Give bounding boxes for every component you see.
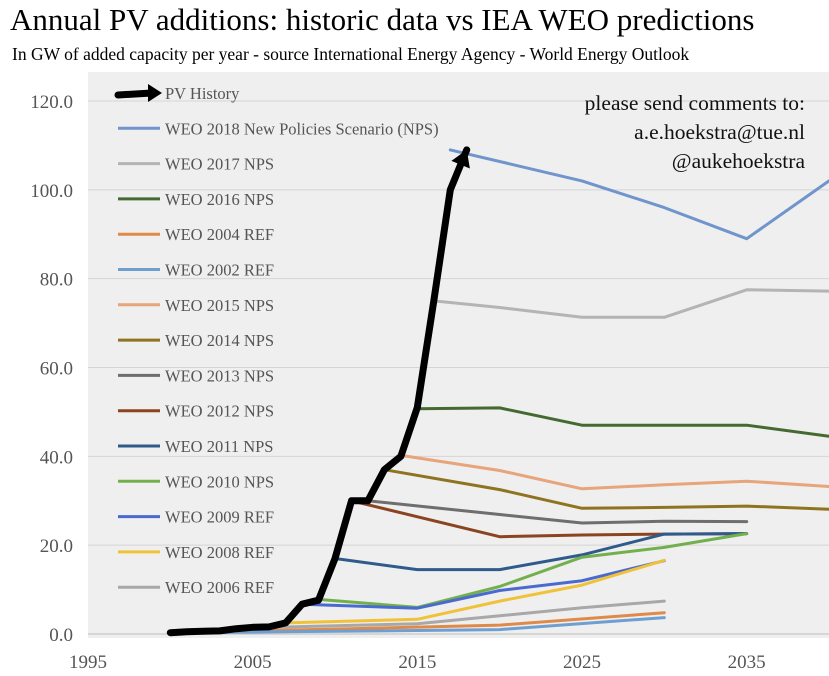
- chart-legend: PV History WEO 2018 New Policies Scenario…: [114, 84, 439, 597]
- x-tick-label: 2015: [398, 652, 436, 673]
- annotation-line: a.e.hoekstra@tue.nl: [634, 120, 805, 144]
- series-line: [317, 532, 749, 609]
- y-tick-label: 120.0: [30, 92, 73, 113]
- page-title: Annual PV additions: historic data vs IE…: [10, 2, 755, 37]
- legend-label: WEO 2011 NPS: [165, 437, 273, 456]
- legend-label: WEO 2013 NPS: [165, 366, 274, 385]
- y-axis-tick-labels: 0.0 20.0 40.0 60.0 80.0 100.0 120.0: [30, 92, 73, 646]
- legend-swatch-pv-history: [114, 89, 156, 99]
- series-line: [284, 558, 666, 625]
- series-line: [399, 453, 829, 491]
- legend-label: WEO 2009 REF: [165, 508, 274, 527]
- pv-additions-chart: 0.0 20.0 40.0 60.0 80.0 100.0 120.0 1995 2005 20…: [30, 72, 829, 673]
- legend-label: WEO 2006 REF: [165, 578, 274, 597]
- y-tick-label: 100.0: [30, 181, 73, 202]
- pv-history-line: [166, 146, 471, 637]
- pv-history-arrowhead: [451, 149, 470, 169]
- y-tick-label: 80.0: [40, 270, 73, 291]
- series-lines: [166, 146, 829, 637]
- series-line: [300, 559, 666, 610]
- legend-swatch-arrowhead: [148, 84, 162, 102]
- legend-label: WEO 2010 NPS: [165, 472, 274, 491]
- series-line: [448, 148, 829, 241]
- x-tick-label: 2005: [234, 652, 272, 673]
- legend-label: WEO 2014 NPS: [165, 331, 274, 350]
- y-tick-label: 20.0: [40, 536, 73, 557]
- y-tick-label: 40.0: [40, 447, 73, 468]
- series-line: [251, 599, 666, 630]
- series-line: [333, 532, 749, 572]
- legend-label: WEO 2016 NPS: [165, 190, 274, 209]
- annotation-line: please send comments to:: [585, 91, 805, 115]
- series-line: [382, 468, 829, 511]
- legend-label: WEO 2017 NPS: [165, 155, 274, 174]
- legend-label: WEO 2015 NPS: [165, 296, 274, 315]
- series-line: [168, 616, 666, 635]
- comments-annotation: please send comments to: a.e.hoekstra@tue…: [585, 91, 806, 173]
- series-line: [415, 406, 829, 438]
- page-subtitle: In GW of added capacity per year - sourc…: [12, 44, 690, 64]
- x-tick-label: 2025: [563, 652, 601, 673]
- y-tick-label: 60.0: [40, 359, 73, 380]
- x-axis-tick-labels: 1995 2005 2015 2025 2035: [69, 652, 766, 673]
- legend-label: WEO 2004 REF: [165, 225, 274, 244]
- series-line: [366, 499, 749, 525]
- x-tick-label: 2035: [728, 652, 766, 673]
- legend-label: WEO 2002 REF: [165, 261, 274, 280]
- annotation-line: @aukehoekstra: [672, 149, 806, 173]
- legend-label: WEO 2018 New Policies Scenario (NPS): [165, 119, 439, 138]
- legend-label: PV History: [165, 84, 240, 103]
- y-tick-label: 0.0: [49, 625, 73, 646]
- series-line: [432, 288, 829, 319]
- x-tick-label: 1995: [69, 652, 107, 673]
- legend-label: WEO 2008 REF: [165, 543, 274, 562]
- legend-label: WEO 2012 NPS: [165, 402, 274, 421]
